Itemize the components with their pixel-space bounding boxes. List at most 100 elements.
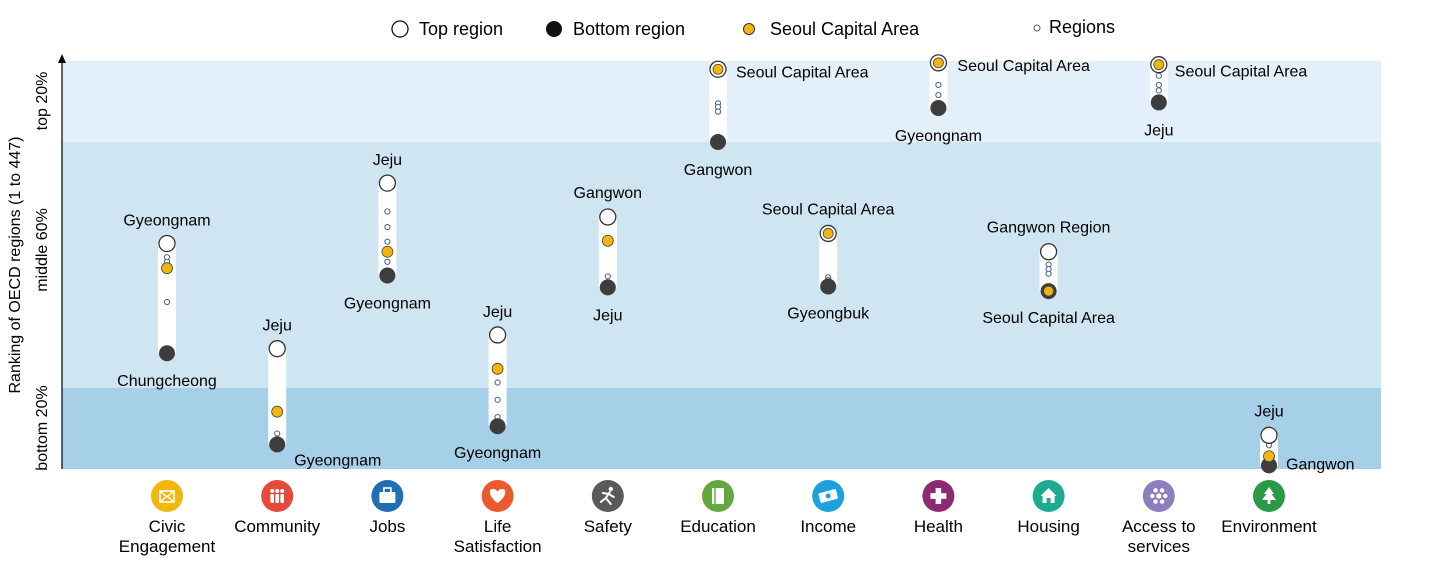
life-satisfaction-icon bbox=[481, 480, 514, 512]
capital-marker-income bbox=[822, 228, 834, 239]
bottom-region-label-education: Gangwon bbox=[684, 162, 753, 179]
category-safety: Gangwon Jeju bbox=[574, 185, 643, 324]
category-access-to-services: Seoul Capital Area Jeju bbox=[1144, 56, 1308, 139]
chart-marks: Gyeongnam Chungcheong Jeju Gyeongnam Jeju Gye… bbox=[117, 54, 1355, 474]
band-bottom-20 bbox=[62, 388, 1381, 469]
health-icon bbox=[922, 480, 955, 512]
income-icon bbox=[812, 480, 845, 512]
region-dot-safety-1 bbox=[604, 273, 611, 280]
top-region-label-housing: Gangwon Region bbox=[987, 220, 1111, 237]
legend-capital-marker bbox=[743, 23, 755, 35]
legend: Top region Bottom region Seoul Capital A… bbox=[391, 17, 1115, 39]
top-region-marker-housing bbox=[1039, 243, 1058, 261]
bottom-region-label-health: Gyeongnam bbox=[895, 128, 982, 145]
environment-icon bbox=[1253, 480, 1285, 512]
legend-top-region-label: Top region bbox=[419, 19, 503, 39]
region-dot-jobs-4 bbox=[384, 258, 391, 265]
top-region-label-jobs: Jeju bbox=[373, 152, 402, 169]
top-region-label-income: Seoul Capital Area bbox=[762, 201, 895, 218]
bottom-region-label-housing: Seoul Capital Area bbox=[982, 310, 1115, 327]
category-label-life-satisfaction-line-2: Satisfaction bbox=[454, 537, 542, 556]
bottom-region-label-income: Gyeongbuk bbox=[787, 305, 870, 322]
category-label-civic-engagement-line-2: Engagement bbox=[119, 537, 216, 556]
bottom-region-marker-access-to-services bbox=[1150, 94, 1167, 111]
category-label-health: Health bbox=[914, 517, 963, 536]
region-dot-access-to-services-3 bbox=[1155, 87, 1162, 94]
legend-regions-marker bbox=[1033, 24, 1041, 32]
top-region-label-environment: Jeju bbox=[1254, 403, 1283, 420]
legend-bottom-region-marker bbox=[546, 21, 562, 37]
region-dot-health-2 bbox=[935, 91, 942, 99]
capital-marker-health bbox=[933, 57, 944, 69]
category-label-life-satisfaction-line-1: Life bbox=[484, 517, 511, 536]
category-label-access-to-services-line-1: Access to bbox=[1122, 517, 1196, 536]
region-dot-jobs-1 bbox=[384, 208, 391, 215]
bottom-region-marker-safety bbox=[599, 279, 616, 296]
y-band-label-bottom: bottom 20% bbox=[34, 385, 51, 470]
top-region-label-health: Seoul Capital Area bbox=[957, 58, 1090, 75]
region-dot-jobs-2 bbox=[384, 223, 391, 231]
top-region-marker-environment bbox=[1260, 426, 1278, 444]
category-label-civic-engagement-line-1: Civic bbox=[149, 517, 186, 536]
bottom-region-label-jobs: Gyeongnam bbox=[344, 296, 431, 313]
bottom-region-marker-civic-engagement bbox=[159, 345, 175, 362]
housing-icon bbox=[1032, 480, 1065, 512]
jobs-icon bbox=[371, 480, 404, 512]
region-dot-access-to-services-2 bbox=[1155, 81, 1162, 89]
category-environment: Jeju Gangwon bbox=[1254, 403, 1355, 474]
legend-capital-label: Seoul Capital Area bbox=[770, 19, 920, 39]
category-label-environment: Environment bbox=[1221, 517, 1317, 536]
top-region-label-life-satisfaction: Jeju bbox=[483, 304, 512, 321]
region-dot-jobs-3 bbox=[384, 238, 391, 245]
civic-engagement-icon bbox=[151, 480, 183, 512]
region-dot-health-1 bbox=[935, 81, 942, 89]
y-axis-title: Ranking of OECD regions (1 to 447) bbox=[7, 136, 24, 393]
bottom-region-marker-health bbox=[930, 99, 947, 116]
education-icon bbox=[702, 480, 734, 512]
top-region-label-civic-engagement: Gyeongnam bbox=[123, 213, 210, 230]
legend-top-region-marker bbox=[391, 20, 409, 38]
category-education: Seoul Capital Area Gangwon bbox=[684, 60, 869, 179]
category-label-community: Community bbox=[234, 517, 320, 536]
bottom-region-marker-life-satisfaction bbox=[489, 418, 506, 435]
region-dot-civic-engagement-4 bbox=[163, 298, 171, 306]
category-life-satisfaction: Jeju Gyeongnam bbox=[454, 304, 541, 462]
capital-marker-jobs bbox=[381, 245, 394, 258]
capital-marker-life-satisfaction bbox=[491, 362, 504, 375]
legend-regions-label: Regions bbox=[1049, 17, 1115, 37]
category-housing: Gangwon Region Seoul Capital Area bbox=[982, 220, 1115, 327]
region-dot-life-satisfaction-2 bbox=[494, 396, 501, 403]
community-icon bbox=[261, 480, 294, 512]
category-health: Seoul Capital Area Gyeongnam bbox=[895, 54, 1090, 145]
category-label-safety: Safety bbox=[584, 517, 633, 536]
bottom-region-marker-jobs bbox=[379, 267, 396, 284]
legend-bottom-region-label: Bottom region bbox=[573, 19, 685, 39]
y-band-label-middle: middle 60% bbox=[34, 208, 51, 292]
bottom-region-marker-community bbox=[269, 436, 286, 453]
top-region-label-community: Jeju bbox=[263, 318, 292, 335]
top-region-marker-life-satisfaction bbox=[488, 326, 507, 344]
bottom-region-label-access-to-services: Jeju bbox=[1144, 122, 1173, 139]
range-bar-income bbox=[819, 233, 838, 287]
bottom-region-label-life-satisfaction: Gyeongnam bbox=[454, 445, 541, 462]
y-axis-arrow bbox=[58, 54, 66, 63]
top-region-marker-community bbox=[268, 340, 286, 358]
capital-marker-access-to-services bbox=[1153, 59, 1165, 71]
bottom-region-label-civic-engagement: Chungcheong bbox=[117, 373, 217, 390]
category-community: Jeju Gyeongnam bbox=[263, 318, 382, 470]
safety-icon bbox=[591, 480, 624, 512]
top-region-marker-civic-engagement bbox=[158, 234, 176, 253]
y-band-label-top: top 20% bbox=[34, 72, 51, 131]
top-region-label-access-to-services: Seoul Capital Area bbox=[1175, 64, 1308, 81]
top-region-marker-safety bbox=[599, 208, 617, 226]
category-label-access-to-services-line-2: services bbox=[1128, 537, 1190, 556]
top-region-marker-jobs bbox=[378, 174, 397, 192]
region-dot-housing-3 bbox=[1045, 270, 1052, 277]
category-civic-engagement: Gyeongnam Chungcheong bbox=[117, 213, 217, 391]
category-jobs: Jeju Gyeongnam bbox=[344, 152, 431, 312]
top-region-label-safety: Gangwon bbox=[574, 185, 643, 202]
category-label-education: Education bbox=[680, 517, 756, 536]
